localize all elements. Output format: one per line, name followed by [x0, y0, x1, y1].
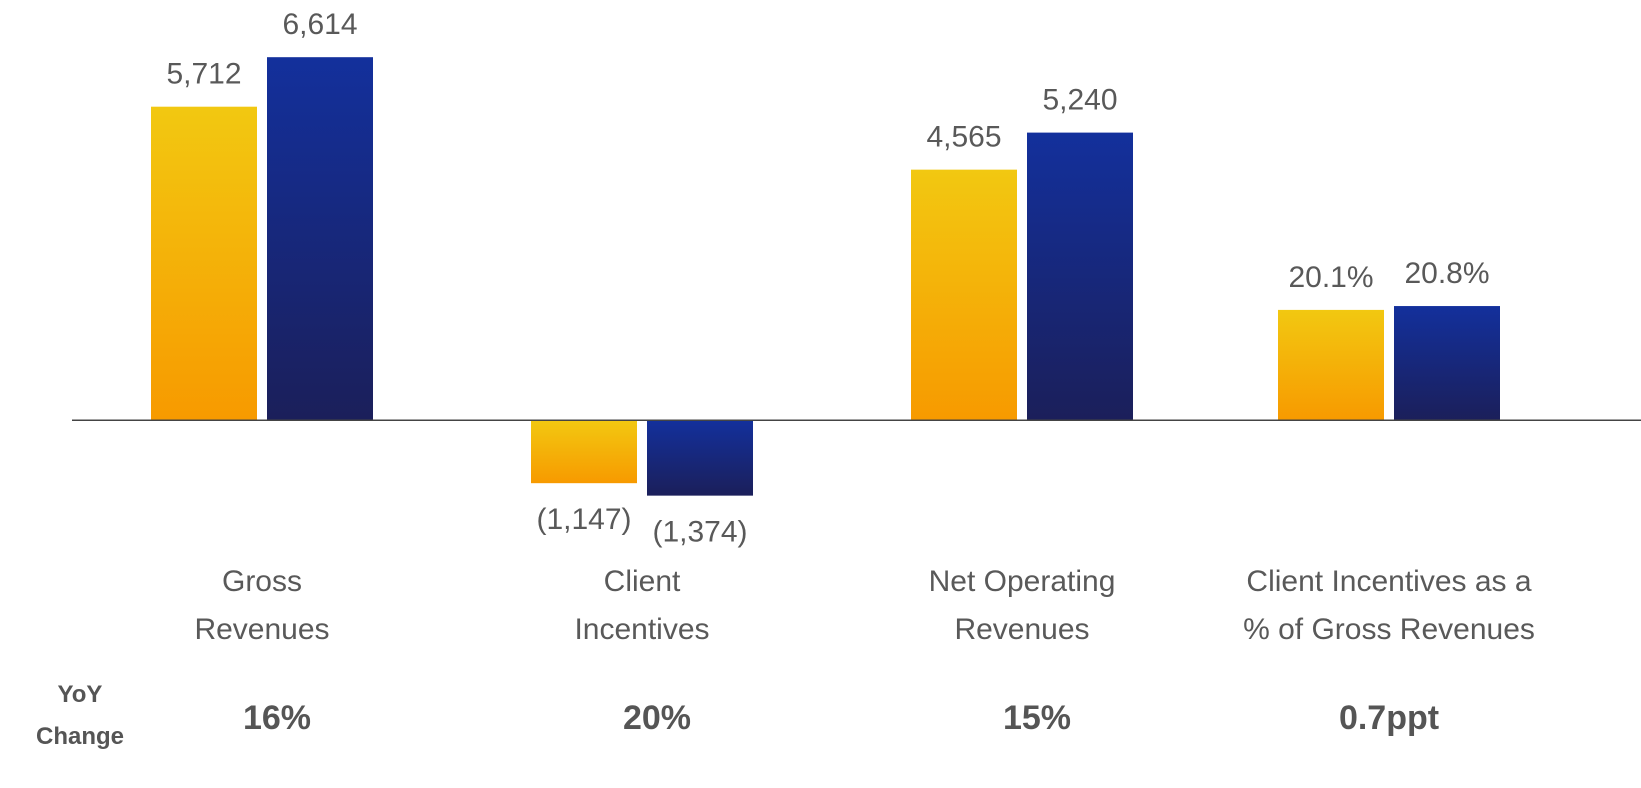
- yoy-value: 0.7ppt: [1338, 699, 1440, 737]
- yoy-label: YoY Change: [35, 681, 125, 750]
- bar: [1027, 132, 1133, 421]
- value-label: 5,712: [166, 58, 241, 91]
- value-label: (1,374): [652, 516, 747, 549]
- x-category-label: Net Operating Revenues: [928, 565, 1116, 646]
- value-label: (1,147): [536, 503, 631, 536]
- x-category-label: Client Incentives: [574, 565, 710, 646]
- value-label: 6,614: [282, 8, 357, 41]
- value-label: 5,240: [1042, 84, 1117, 117]
- value-label: 20.8%: [1404, 257, 1489, 290]
- yoy-value: 20%: [622, 699, 692, 737]
- bar: [647, 420, 753, 496]
- bar: [911, 169, 1017, 421]
- bar: [1278, 309, 1384, 421]
- x-category-label: Client Incentives as a % of Gross Revenu…: [1243, 565, 1535, 646]
- bar: [151, 106, 257, 421]
- yoy-value: 16%: [242, 699, 312, 737]
- value-label: 4,565: [926, 121, 1001, 154]
- bar: [531, 420, 637, 484]
- bar: [267, 57, 373, 421]
- yoy-value: 15%: [1002, 699, 1072, 737]
- x-category-label: Gross Revenues: [194, 565, 330, 646]
- value-label: 20.1%: [1288, 261, 1373, 294]
- bar: [1394, 306, 1500, 421]
